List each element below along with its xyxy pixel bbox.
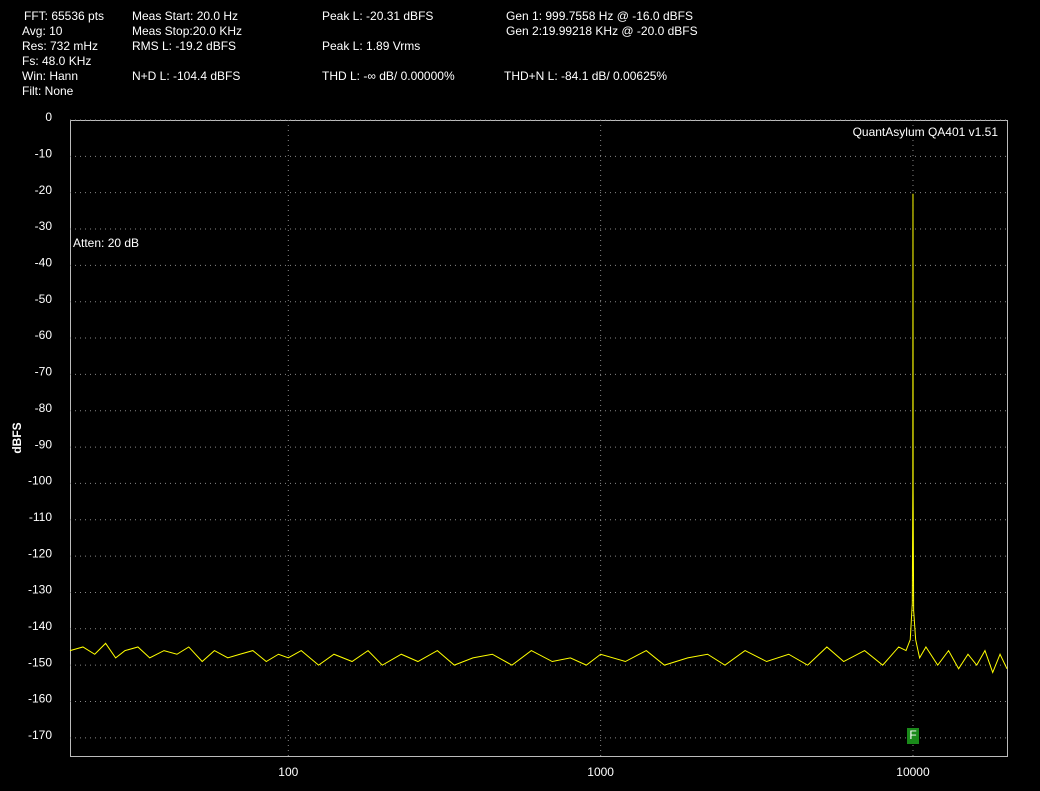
- annotation: Gen 1: 999.7558 Hz @ -16.0 dBFS: [506, 9, 693, 23]
- annotation: QuantAsylum QA401 v1.51: [853, 125, 999, 139]
- annotation: THD L: -∞ dB/ 0.00000%: [322, 69, 455, 83]
- y-tick-label: -140: [28, 619, 52, 633]
- annotation: Gen 2:19.99218 KHz @ -20.0 dBFS: [506, 24, 698, 38]
- x-tick-label: 10000: [896, 765, 930, 779]
- y-tick-label: -150: [28, 655, 52, 669]
- annotation: Filt: None: [22, 84, 74, 98]
- y-tick-label: -120: [28, 546, 52, 560]
- annotation: Res: 732 mHz: [22, 39, 98, 53]
- x-tick-label: 100: [278, 765, 298, 779]
- annotation: N+D L: -104.4 dBFS: [132, 69, 240, 83]
- y-tick-label: -70: [35, 365, 53, 379]
- y-tick-label: -110: [29, 510, 52, 524]
- annotation: Meas Stop:20.0 KHz: [132, 24, 242, 38]
- y-tick-label: -90: [35, 437, 53, 451]
- annotation: Atten: 20 dB: [73, 236, 139, 250]
- y-tick-label: 0: [45, 110, 52, 124]
- y-tick-label: -60: [35, 328, 53, 342]
- marker-box: [907, 728, 919, 744]
- y-tick-label: -160: [28, 692, 52, 706]
- x-tick-label: 1000: [587, 765, 614, 779]
- y-tick-label: -50: [35, 292, 53, 306]
- annotation: Peak L: 1.89 Vrms: [322, 39, 420, 53]
- annotation: Avg: 10: [22, 24, 63, 38]
- annotation: Meas Start: 20.0 Hz: [132, 9, 238, 23]
- annotation: Peak L: -20.31 dBFS: [322, 9, 433, 23]
- y-tick-label: -20: [35, 183, 53, 197]
- y-axis-label: dBFS: [10, 422, 24, 453]
- annotation: Fs: 48.0 KHz: [22, 54, 91, 68]
- annotation: Win: Hann: [22, 69, 78, 83]
- y-tick-label: -100: [28, 474, 52, 488]
- y-tick-label: -10: [35, 147, 53, 161]
- y-tick-label: -80: [35, 401, 53, 415]
- y-tick-label: -130: [28, 583, 52, 597]
- y-tick-label: -40: [35, 256, 53, 270]
- y-tick-label: -170: [28, 728, 52, 742]
- y-tick-label: -30: [35, 219, 53, 233]
- annotation: FFT: 65536 pts: [24, 9, 104, 23]
- spectrum-line: [69, 193, 1008, 674]
- annotation: F: [909, 728, 916, 742]
- annotation: RMS L: -19.2 dBFS: [132, 39, 236, 53]
- annotation: THD+N L: -84.1 dB/ 0.00625%: [504, 69, 667, 83]
- plot-frame: [70, 120, 1008, 757]
